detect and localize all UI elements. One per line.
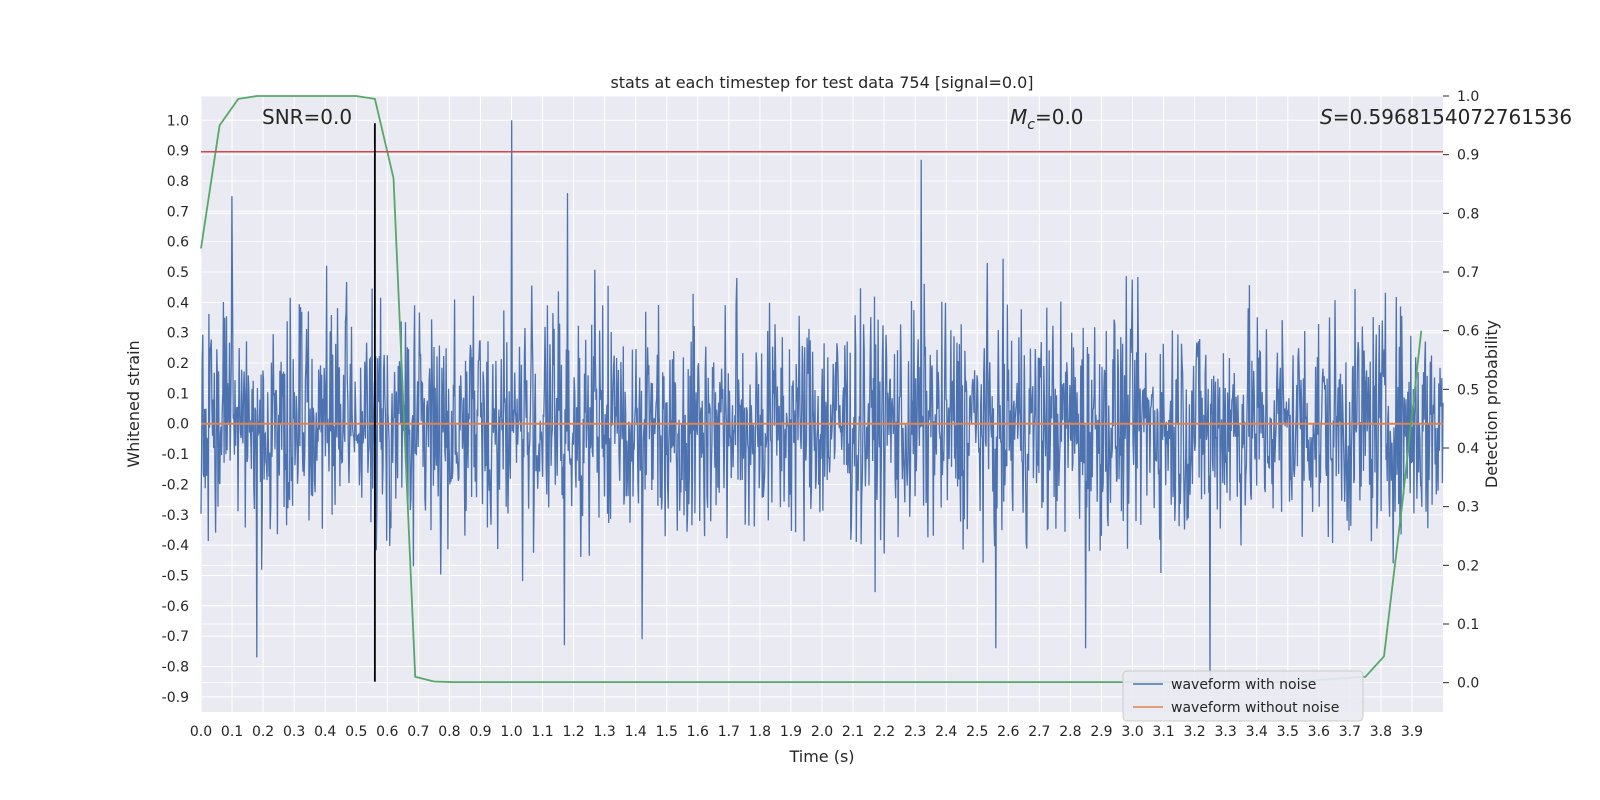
- y-tick-label: 0.2: [167, 356, 189, 372]
- x-tick-label: 0.3: [283, 724, 305, 740]
- y2-tick-label: 0.1: [1457, 617, 1479, 633]
- x-tick-label: 1.4: [625, 724, 647, 740]
- y-tick-label: -0.2: [162, 477, 189, 493]
- x-tick-label: 2.5: [966, 724, 988, 740]
- x-tick-label: 1.6: [687, 724, 709, 740]
- x-tick-label: 0.7: [407, 724, 429, 740]
- y-tick-label: -0.4: [162, 538, 189, 554]
- x-tick-label: 0.8: [438, 724, 460, 740]
- y-tick-label: -0.5: [162, 568, 189, 584]
- chart-title: stats at each timestep for test data 754…: [610, 73, 1033, 92]
- x-ticks: 0.0 0.1 0.2 0.3 0.4 0.5 0.6 0.7 0.8 0.9 1.0 1.1 1.2 1…: [190, 724, 1423, 740]
- y-tick-label: -0.8: [162, 659, 189, 675]
- x-tick-label: 3.8: [1370, 724, 1392, 740]
- x-tick-label: 2.7: [1028, 724, 1050, 740]
- y2-tick-label: 0.5: [1457, 382, 1479, 398]
- mc-symbol: M: [1010, 105, 1027, 129]
- y-ticks: 1.0 0.9 0.8 0.7 0.6 0.5 0.4 0.3 0.2 0.1 0.0 -0.1 -0.…: [162, 113, 189, 706]
- y2-tick-label: 0.8: [1457, 206, 1479, 222]
- y2-ticks: 1.0 0.9 0.8 0.7 0.6 0.5 0.4 0.3 0.2 0.1 0.0: [1443, 89, 1479, 692]
- x-tick-label: 3.5: [1277, 724, 1299, 740]
- y-tick-label: 0.6: [167, 235, 189, 251]
- x-tick-label: 0.9: [469, 724, 491, 740]
- x-tick-label: 2.6: [997, 724, 1019, 740]
- x-tick-label: 3.9: [1401, 724, 1423, 740]
- y-tick-label: 0.3: [167, 326, 189, 342]
- x-tick-label: 1.0: [500, 724, 522, 740]
- x-tick-label: 1.8: [749, 724, 771, 740]
- x-tick-label: 2.3: [904, 724, 926, 740]
- x-tick-label: 1.5: [656, 724, 678, 740]
- x-tick-label: 1.7: [718, 724, 740, 740]
- y-tick-label: 0.8: [167, 174, 189, 190]
- y-tick-label: -0.1: [162, 447, 189, 463]
- x-tick-label: 0.1: [221, 724, 243, 740]
- x-tick-label: 3.4: [1246, 724, 1268, 740]
- y-tick-label: -0.9: [162, 690, 189, 706]
- y2-tick-label: 0.3: [1457, 500, 1479, 516]
- s-value: =0.5968154072761536: [1333, 105, 1572, 129]
- y-tick-label: 0.9: [167, 144, 189, 160]
- s-symbol: S: [1320, 105, 1333, 129]
- x-tick-label: 2.8: [1059, 724, 1081, 740]
- y-tick-label: -0.3: [162, 508, 189, 524]
- y-tick-label: 0.7: [167, 204, 189, 220]
- y2-tick-label: 0.6: [1457, 324, 1479, 340]
- x-tick-label: 0.6: [376, 724, 398, 740]
- x-tick-label: 2.4: [935, 724, 957, 740]
- y2-tick-label: 0.2: [1457, 558, 1479, 574]
- y-tick-label: 1.0: [167, 113, 189, 129]
- x-tick-label: 0.5: [345, 724, 367, 740]
- y-tick-label: 0.4: [167, 295, 189, 311]
- y-tick-label: -0.6: [162, 599, 189, 615]
- x-tick-label: 2.2: [873, 724, 895, 740]
- x-tick-label: 3.2: [1183, 724, 1205, 740]
- y2-tick-label: 0.4: [1457, 441, 1479, 457]
- mc-value: =0.0: [1035, 105, 1084, 129]
- y2-tick-label: 0.7: [1457, 265, 1479, 281]
- y-tick-label: 0.0: [167, 417, 189, 433]
- x-tick-label: 1.2: [562, 724, 584, 740]
- x-tick-label: 1.9: [780, 724, 802, 740]
- x-tick-label: 1.3: [594, 724, 616, 740]
- y2-tick-label: 0.9: [1457, 148, 1479, 164]
- legend-label-clean: waveform without noise: [1171, 700, 1339, 716]
- y-axis-label: Whitened strain: [124, 340, 143, 467]
- y-tick-label: -0.7: [162, 629, 189, 645]
- x-tick-label: 3.1: [1152, 724, 1174, 740]
- snr-annotation: SNR=0.0: [262, 105, 352, 129]
- x-tick-label: 1.1: [531, 724, 553, 740]
- y-tick-label: 0.5: [167, 265, 189, 281]
- x-tick-label: 2.0: [811, 724, 833, 740]
- reference-lines: [201, 123, 1443, 682]
- legend-box: [1122, 670, 1364, 722]
- mc-subscript: c: [1027, 117, 1035, 133]
- legend-label-noise: waveform with noise: [1171, 677, 1316, 693]
- x-tick-label: 3.6: [1308, 724, 1330, 740]
- x-tick-label: 0.2: [252, 724, 274, 740]
- x-axis-label: Time (s): [788, 747, 854, 766]
- y2-tick-label: 1.0: [1457, 89, 1479, 105]
- s-annotation: S=0.5968154072761536: [1320, 105, 1572, 129]
- legend: waveform with noise waveform without noi…: [1122, 670, 1364, 722]
- series-waveform-with-noise: [200, 120, 1444, 682]
- x-tick-label: 3.0: [1121, 724, 1143, 740]
- x-tick-label: 3.3: [1215, 724, 1237, 740]
- x-tick-label: 0.4: [314, 724, 336, 740]
- y2-tick-label: 0.0: [1457, 676, 1479, 692]
- x-tick-label: 2.9: [1090, 724, 1112, 740]
- y-tick-label: 0.1: [167, 386, 189, 402]
- mc-annotation: Mc=0.0: [1010, 105, 1084, 133]
- x-tick-label: 2.1: [842, 724, 864, 740]
- x-tick-label: 3.7: [1339, 724, 1361, 740]
- x-tick-label: 0.0: [190, 724, 212, 740]
- y2-axis-label: Detection probability: [1482, 320, 1501, 488]
